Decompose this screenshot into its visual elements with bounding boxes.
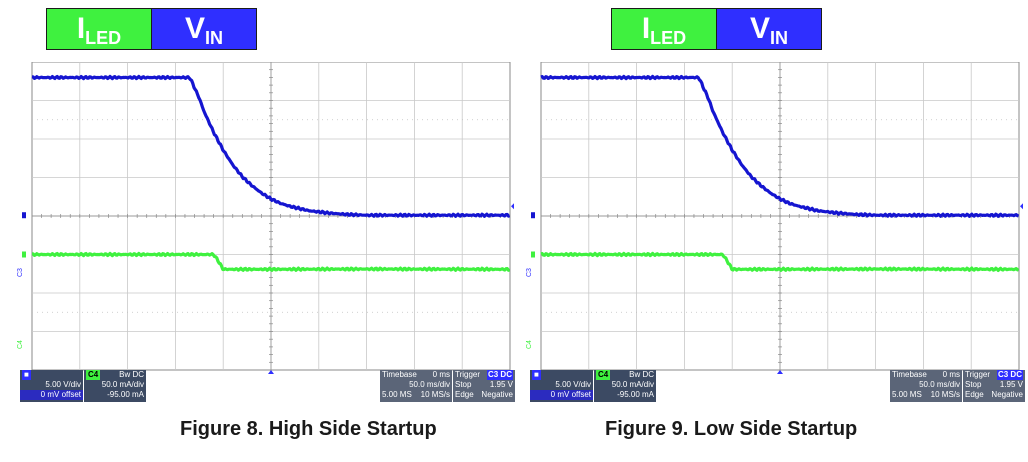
c3-vdiv: 5.00 V/div — [555, 380, 591, 389]
c3-settings: ■ 5.00 V/div 0 mV offset — [20, 370, 83, 402]
ground-marker-c4 — [531, 251, 535, 258]
figure-8-panel: I LED V IN C3 C4 ■ 5.00 V/div 0 mV offset … — [0, 0, 515, 462]
c3-tag: ■ — [22, 370, 31, 380]
figure-9-panel: I LED V IN C3 C4 ■ 5.00 V/div 0 mV offset … — [509, 0, 1025, 462]
c3-vdiv: 5.00 V/div — [45, 380, 81, 389]
c4-offset: -95.00 mA — [617, 390, 654, 399]
timebase-val: 0 ms — [432, 370, 450, 379]
trace-vin — [540, 74, 1020, 218]
channel-legend: I LED V IN — [611, 8, 822, 50]
c4-offset: -95.00 mA — [107, 390, 144, 399]
c4-adiv: 50.0 mA/div — [611, 380, 654, 389]
trace-iled — [31, 251, 511, 272]
edge-label: Edge — [965, 390, 984, 399]
legend-iled: I LED — [611, 8, 717, 50]
legend-vin-main: V — [749, 12, 770, 45]
c3-offset: 0 mV offset — [40, 390, 81, 399]
samples: 5.00 MS — [382, 390, 412, 399]
c4-marker: C4 — [526, 340, 533, 349]
c4-coupling: Bw DC — [119, 370, 144, 379]
trigger-src: C3 DC — [996, 370, 1023, 380]
legend-vin-sub: IN — [770, 28, 788, 48]
timebase-val: 0 ms — [942, 370, 960, 379]
trigger-time-marker — [777, 370, 783, 374]
trace-iled — [540, 251, 1020, 272]
figure-caption: Figure 8. High Side Startup — [180, 418, 437, 440]
legend-vin: V IN — [716, 8, 822, 50]
channel-legend: I LED V IN — [46, 8, 257, 50]
c3-settings: ■ 5.00 V/div 0 mV offset — [530, 370, 593, 402]
trigger-level-marker — [511, 203, 514, 210]
timebase-label: Timebase — [382, 370, 417, 379]
trigger-settings: Trigger C3 DC Stop 1.95 V Edge Negative — [453, 370, 515, 402]
legend-iled: I LED — [46, 8, 152, 50]
c3-marker: C3 — [526, 268, 533, 277]
timebase-div: 50.0 ms/div — [919, 380, 960, 389]
timebase-div: 50.0 ms/div — [409, 380, 450, 389]
legend-iled-main: I — [641, 12, 651, 45]
c4-tag: C4 — [86, 370, 101, 380]
c4-adiv: 50.0 mA/div — [101, 380, 144, 389]
legend-vin-sub: IN — [205, 28, 223, 48]
ground-marker-c3 — [22, 212, 26, 219]
scope-plot: C3 C4 — [17, 62, 514, 374]
figure-caption: Figure 9. Low Side Startup — [605, 418, 858, 440]
c4-settings: C4 Bw DC 50.0 mA/div -95.00 mA — [594, 370, 656, 402]
stop-val: 1.95 V — [999, 380, 1023, 389]
c3-marker: C3 — [17, 268, 24, 277]
samples: 5.00 MS — [892, 390, 922, 399]
c4-marker: C4 — [17, 340, 24, 349]
sample-rate: 10 MS/s — [930, 390, 960, 399]
legend-vin-main: V — [184, 12, 205, 45]
legend-vin: V IN — [151, 8, 257, 50]
trigger-label: Trigger — [455, 370, 481, 379]
scope-plot: C3 C4 — [526, 62, 1023, 374]
sample-rate: 10 MS/s — [420, 390, 450, 399]
trigger-level-marker — [1020, 203, 1023, 210]
trigger-src: C3 DC — [486, 370, 513, 380]
timebase-settings: Timebase 0 ms 50.0 ms/div 5.00 MS 10 MS/s — [380, 370, 452, 402]
c3-tag: ■ — [532, 370, 541, 380]
stop-label: Stop — [965, 380, 982, 389]
c4-tag: C4 — [596, 370, 611, 380]
legend-iled-sub: LED — [85, 28, 122, 48]
trigger-settings: Trigger C3 DC Stop 1.95 V Edge Negative — [963, 370, 1025, 402]
trigger-time-marker — [268, 370, 274, 374]
edge-val: Negative — [481, 390, 513, 399]
timebase-settings: Timebase 0 ms 50.0 ms/div 5.00 MS 10 MS/s — [890, 370, 962, 402]
timebase-label: Timebase — [892, 370, 927, 379]
ground-marker-c4 — [22, 251, 26, 258]
trigger-label: Trigger — [965, 370, 991, 379]
stop-label: Stop — [455, 380, 472, 389]
trace-vin — [31, 74, 511, 218]
c4-settings: C4 Bw DC 50.0 mA/div -95.00 mA — [84, 370, 146, 402]
legend-iled-main: I — [76, 12, 86, 45]
c3-offset: 0 mV offset — [550, 390, 591, 399]
edge-label: Edge — [455, 390, 474, 399]
edge-val: Negative — [991, 390, 1023, 399]
stop-val: 1.95 V — [489, 380, 513, 389]
ground-marker-c3 — [531, 212, 535, 219]
c4-coupling: Bw DC — [629, 370, 654, 379]
legend-iled-sub: LED — [650, 28, 687, 48]
